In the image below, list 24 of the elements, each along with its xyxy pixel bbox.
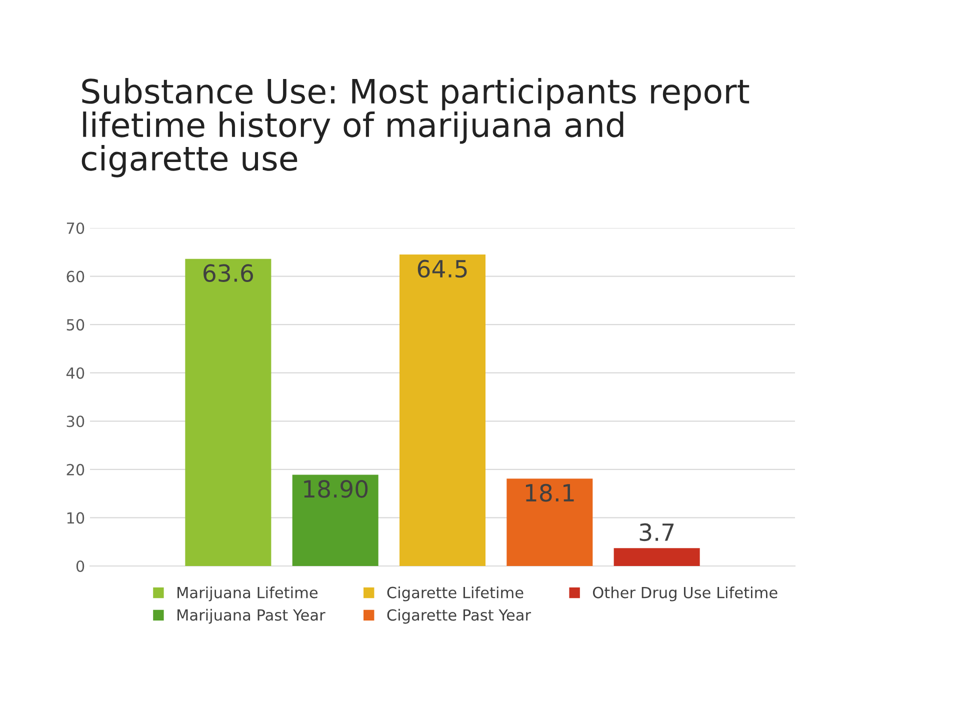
- y-tick-label: 30: [66, 416, 84, 428]
- y-tick-label: 60: [66, 270, 84, 282]
- data-label: 18.90: [304, 480, 368, 498]
- chart-title: Substance Use: Most participants report lifetime history of marijuana and cigarette use: [82, 78, 750, 178]
- bar: [185, 258, 272, 566]
- legend-label: Marijuana Lifetime: [178, 586, 318, 602]
- bar: [614, 548, 700, 566]
- legend-label: Cigarette Past Year: [387, 608, 532, 624]
- legend-label: Other Drug Use Lifetime: [592, 586, 778, 602]
- y-tick-label: 50: [66, 319, 84, 331]
- bar: [399, 254, 486, 566]
- y-tick-label: 40: [66, 367, 84, 379]
- data-label: 64.5: [418, 260, 467, 278]
- y-tick-label: 70: [66, 222, 84, 234]
- data-label: 63.6: [204, 264, 253, 282]
- y-tick-label: 10: [67, 512, 84, 524]
- y-tick-label: 0: [76, 560, 84, 572]
- legend-label: Cigarette Lifetime: [387, 586, 524, 602]
- y-tick-label: 20: [66, 464, 84, 476]
- bar: [506, 478, 593, 566]
- bar: [292, 474, 378, 566]
- data-label: 18.1: [526, 484, 574, 502]
- data-label: 3.7: [640, 523, 674, 542]
- legend-label: Marijuana Past Year: [178, 608, 326, 624]
